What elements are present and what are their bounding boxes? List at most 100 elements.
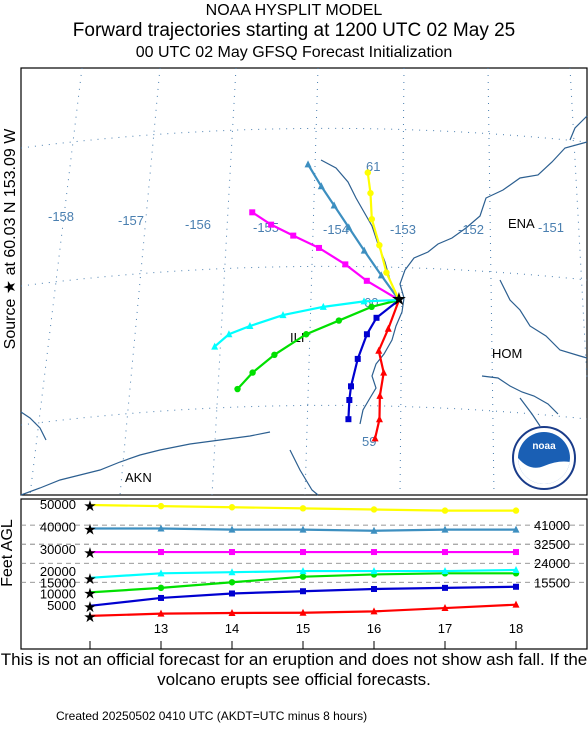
place-label: AKN: [125, 470, 152, 485]
trajectory-point-blue: [363, 331, 370, 338]
y-tick-label: 50000: [40, 497, 76, 512]
altitude-start-star: ★: [83, 609, 96, 626]
lon-label: -157: [118, 213, 144, 228]
trajectory-point-blue: [345, 416, 352, 423]
altitude-point-red: [299, 608, 307, 616]
altitude-start-star: ★: [83, 522, 96, 539]
trajectory-point-magenta: [363, 277, 370, 284]
trajectory-point-green: [234, 385, 241, 393]
y-tick-label: 5000: [47, 598, 76, 613]
reference-label: 32500: [534, 537, 570, 552]
trajectory-point-green: [368, 303, 375, 311]
source-star: ★: [391, 289, 407, 309]
altitude-point-steelblue: [157, 524, 165, 532]
trajectory-point-red: [376, 391, 384, 399]
trajectory-point-steelblue: [330, 201, 338, 209]
altitude-point-magenta: [229, 549, 235, 556]
altitude-point-steelblue: [370, 526, 378, 534]
altitude-point-magenta: [513, 549, 519, 556]
place-label: HOM: [492, 346, 522, 361]
y-tick-label: 30000: [40, 542, 76, 557]
trajectory-point-steelblue: [377, 271, 385, 279]
graticule-lines: [20, 67, 588, 496]
trajectory-point-yellow: [364, 169, 371, 176]
altitude-point-red: [157, 609, 165, 617]
lon-label: -153: [390, 222, 416, 237]
trajectory-point-magenta: [268, 221, 275, 228]
altitude-point-magenta: [371, 549, 377, 556]
altitude-point-steelblue: [441, 525, 449, 533]
noaa-logo: noaa: [512, 426, 576, 490]
trajectory-point-steelblue: [345, 223, 353, 231]
map-frame: [20, 67, 588, 496]
trajectory-point-cyan: [319, 302, 327, 310]
altitude-point-blue: [442, 584, 448, 591]
altitude-gridlines: [21, 524, 587, 649]
trajectory-point-blue: [373, 314, 380, 321]
lon-label: -158: [48, 209, 74, 224]
trajectory-point-cyan: [360, 297, 368, 305]
trajectory-point-red: [375, 415, 383, 423]
altitude-point-red: [228, 608, 236, 616]
altitude-point-cyan: [228, 568, 236, 576]
reference-label: 24000: [534, 556, 570, 571]
altitude-axis-label: Feet AGL: [0, 519, 16, 587]
y-tick-label: 40000: [40, 519, 76, 534]
altitude-point-blue: [300, 588, 306, 595]
lon-label: -154: [323, 222, 349, 237]
altitude-point-cyan: [157, 569, 165, 577]
trajectory-point-cyan: [279, 311, 287, 319]
trajectory-point-cyan: [246, 322, 254, 330]
altitude-point-green: [157, 584, 165, 592]
altitude-point-blue: [158, 594, 164, 601]
trajectory-point-magenta: [249, 209, 256, 216]
altitude-point-blue: [371, 586, 377, 592]
x-tick-label: 16: [367, 621, 381, 636]
y-tick-label: 10000: [40, 587, 76, 602]
reference-label: 41000: [534, 518, 570, 533]
altitude-point-red: [512, 600, 520, 608]
trajectory-point-red: [384, 324, 392, 332]
altitude-point-cyan: [370, 567, 378, 575]
altitude-point-steelblue: [512, 525, 520, 533]
trajectory-point-yellow: [376, 242, 383, 249]
title-initialization: 00 UTC 02 May GFSQ Forecast Initializati…: [135, 44, 453, 61]
altitude-point-magenta: [158, 549, 164, 556]
x-tick-label: 18: [509, 621, 523, 636]
trajectory-point-green: [303, 331, 310, 338]
altitude-point-yellow: [370, 506, 378, 513]
trajectory-point-green: [271, 351, 278, 358]
reference-label: 15500: [534, 575, 570, 590]
trajectory-point-green: [335, 317, 343, 324]
trajectory-point-yellow: [383, 269, 390, 276]
altitude-point-cyan: [441, 567, 449, 575]
altitude-point-blue: [513, 583, 519, 590]
title-main: Forward trajectories starting at 1200 UT…: [72, 20, 516, 41]
altitude-start-star: ★: [83, 498, 96, 515]
altitude-point-green: [299, 573, 307, 580]
svg-text:★: ★: [391, 289, 407, 309]
altitude-point-yellow: [512, 507, 520, 514]
trajectory-point-red: [380, 368, 388, 376]
altitude-start-star: ★: [83, 545, 96, 562]
altitude-series: ★★★★★★★: [83, 498, 520, 626]
trajectory-point-blue: [348, 383, 354, 390]
trajectory-point-magenta: [290, 232, 297, 239]
lon-label: -152: [458, 222, 484, 237]
trajectory-point-red: [371, 434, 379, 442]
logo-text: noaa: [532, 441, 556, 452]
altitude-point-cyan: [299, 567, 307, 575]
trajectory-point-blue: [354, 355, 361, 362]
disclaimer-text: This is not an official forecast for an …: [0, 650, 588, 689]
x-tick-label: 13: [154, 621, 168, 636]
trajectory-point-cyan: [225, 330, 233, 338]
trajectory-point-blue: [346, 397, 353, 404]
trajectory-line-yellow: [366, 172, 400, 301]
y-tick-label: 20000: [40, 564, 76, 579]
trajectory-point-red: [375, 346, 383, 354]
trajectory-point-magenta: [316, 244, 323, 251]
trajectory-point-yellow: [367, 189, 374, 197]
